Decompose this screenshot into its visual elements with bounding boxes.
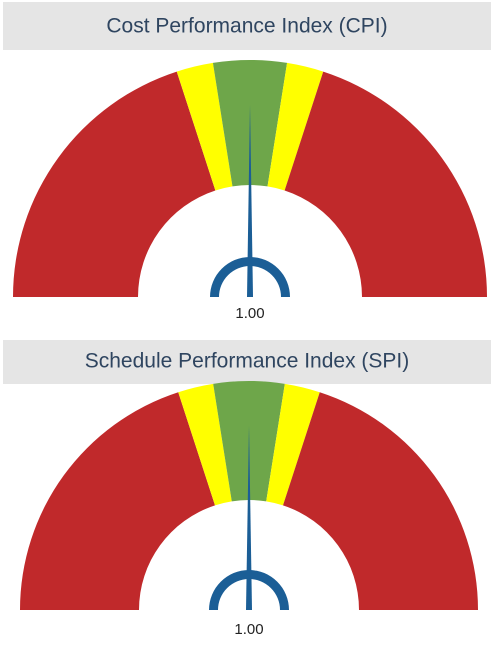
needle-hub <box>209 570 289 610</box>
needle-hub <box>210 257 290 297</box>
gauge-title: Cost Performance Index (CPI) <box>106 15 387 38</box>
gauge-needle <box>247 105 253 297</box>
gauge-band <box>282 392 478 610</box>
value-label: 1.00 <box>234 621 263 638</box>
gauge-band <box>267 62 324 191</box>
title-bar <box>3 340 491 384</box>
title-bar <box>3 2 491 50</box>
value-label: 1.00 <box>235 305 264 322</box>
gauge-band <box>20 392 216 610</box>
gauge-band <box>284 71 487 297</box>
gauge-needle <box>246 426 252 610</box>
gauge-band <box>13 71 216 297</box>
gauge-band <box>266 383 320 506</box>
gauge-title: Schedule Performance Index (SPI) <box>85 350 410 373</box>
gauge-band <box>176 62 233 191</box>
gauge-band <box>178 383 232 506</box>
